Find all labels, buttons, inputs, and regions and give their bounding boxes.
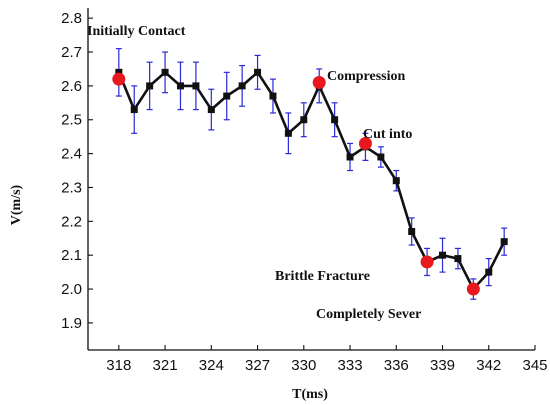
error-bars (115, 48, 508, 300)
y-tick-label: 2.3 (61, 179, 82, 196)
data-point (223, 92, 231, 100)
data-point (254, 68, 262, 76)
y-tick-label: 2.4 (61, 146, 82, 163)
data-point (377, 153, 385, 161)
x-tick-label: 324 (199, 357, 224, 374)
y-tick-label: 2.5 (61, 112, 82, 129)
data-point (439, 251, 447, 259)
y-axis-label: V(m/s) (9, 184, 24, 225)
data-point (284, 129, 292, 137)
x-ticks: 318 321 324 327 330 333 336 339 342 345 (106, 345, 548, 374)
x-tick-label: 336 (384, 357, 409, 374)
annotation-cut-into: Cut into (363, 127, 412, 142)
highlight-point (466, 282, 480, 296)
y-tick-label: 2.2 (61, 213, 82, 230)
x-tick-label: 330 (291, 357, 316, 374)
chart-axes (87, 8, 535, 351)
x-axis-label: T(ms) (292, 387, 328, 402)
y-tick-label: 2.0 (61, 281, 82, 298)
data-point (207, 106, 215, 114)
x-tick-label: 333 (338, 357, 363, 374)
data-point (192, 82, 200, 90)
y-tick-label: 2.8 (61, 10, 82, 27)
annotation-compression: Compression (327, 69, 406, 84)
annotations: Initially Contact Compression Cut into B… (87, 24, 421, 322)
data-point (331, 116, 339, 124)
x-tick-label: 321 (153, 357, 178, 374)
data-point (300, 116, 308, 124)
data-point (408, 227, 416, 235)
data-point (238, 82, 246, 90)
data-point (115, 68, 123, 76)
data-point (346, 153, 354, 161)
highlight-point (312, 75, 326, 89)
data-point (130, 106, 138, 114)
data-point (500, 238, 508, 246)
annotation-initially-contact: Initially Contact (87, 24, 186, 39)
data-point (269, 92, 277, 100)
x-tick-label: 345 (522, 357, 547, 374)
highlight-markers (112, 72, 480, 296)
y-tick-label: 1.9 (61, 315, 82, 332)
annotation-brittle-fracture: Brittle Fracture (275, 269, 370, 284)
x-tick-label: 342 (476, 357, 501, 374)
series-line (117, 71, 506, 291)
data-point (146, 82, 154, 90)
y-tick-label: 2.7 (61, 44, 82, 61)
highlight-point (358, 136, 372, 150)
annotation-completely-sever: Completely Sever (316, 307, 421, 322)
x-tick-label: 327 (245, 357, 270, 374)
data-point (176, 82, 184, 90)
y-ticks: 1.9 2.0 2.1 2.2 2.3 2.4 2.5 2.6 2.7 2.8 (61, 10, 93, 332)
data-point (485, 268, 493, 276)
data-point (161, 68, 169, 76)
y-tick-label: 2.1 (61, 247, 82, 264)
highlight-point (420, 255, 434, 269)
x-tick-label: 318 (106, 357, 131, 374)
y-tick-label: 2.6 (61, 78, 82, 95)
highlight-point (112, 72, 126, 86)
data-point (392, 177, 400, 185)
data-point (454, 255, 462, 263)
series-line-group (117, 71, 506, 291)
x-tick-label: 339 (430, 357, 455, 374)
